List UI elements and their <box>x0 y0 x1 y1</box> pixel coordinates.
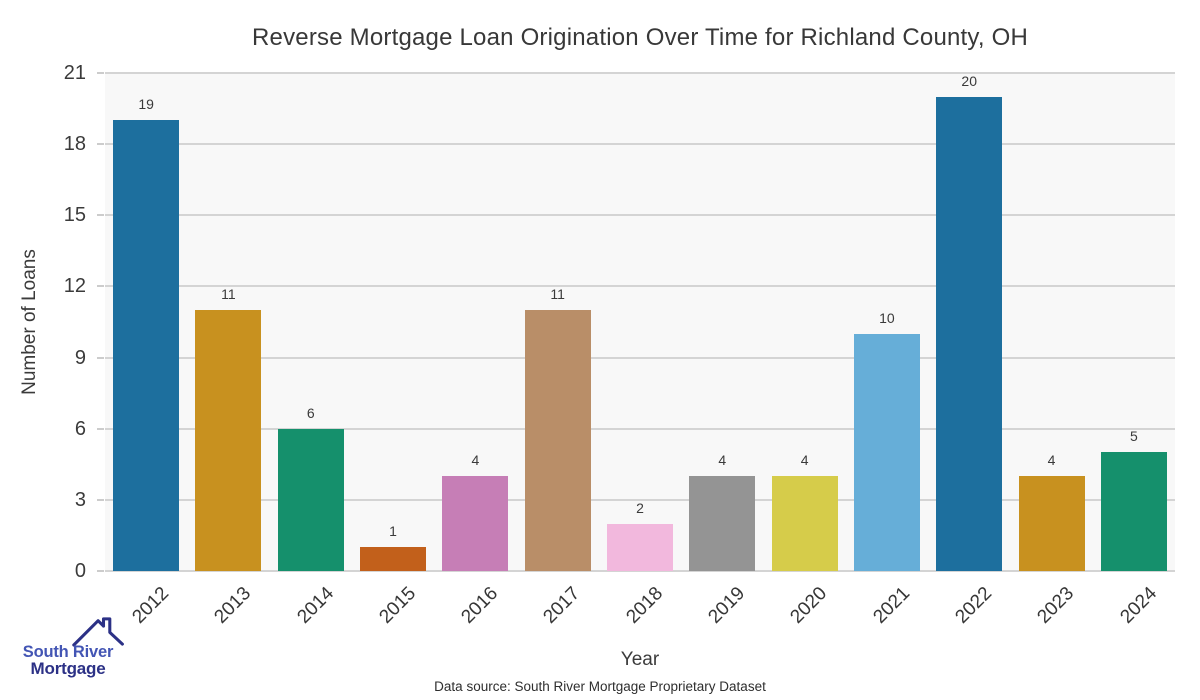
logo-text-mortgage: Mortgage <box>30 659 106 678</box>
bar-value-label-2014: 6 <box>306 404 315 421</box>
y-tick-label-15: 15 <box>63 204 86 227</box>
x-tick-label-2019: 2019 <box>704 583 750 628</box>
bar-value-label-2021: 10 <box>879 309 895 326</box>
y-tick-mark-18 <box>97 143 104 146</box>
bar-value-label-2017: 11 <box>550 286 565 303</box>
bar-2014 <box>277 428 344 571</box>
bar-2020 <box>771 476 838 571</box>
logo-text-south-river: South River <box>22 643 114 661</box>
gridline-y-21 <box>105 72 1175 74</box>
y-tick-label-3: 3 <box>74 488 86 511</box>
bar-value-label-2013: 11 <box>221 286 236 303</box>
bar-value-label-2022: 20 <box>961 72 977 89</box>
bar-2013 <box>195 310 262 571</box>
bar-2017 <box>524 310 591 571</box>
x-tick-label-2017: 2017 <box>539 583 585 628</box>
y-tick-label-9: 9 <box>74 346 86 369</box>
y-tick-mark-15 <box>97 214 104 217</box>
gridline-y-18 <box>105 143 1175 146</box>
bar-2023 <box>1018 476 1085 571</box>
y-tick-mark-6 <box>97 427 104 430</box>
bar-2016 <box>442 476 509 571</box>
house-roof-icon <box>72 617 124 647</box>
x-tick-label-2020: 2020 <box>786 583 832 628</box>
y-tick-label-12: 12 <box>63 275 86 298</box>
bar-value-label-2012: 19 <box>138 96 154 113</box>
x-tick-label-2024: 2024 <box>1115 583 1161 628</box>
gridline-y-3 <box>105 498 1175 501</box>
gridline-y-6 <box>105 427 1175 430</box>
bar-2018 <box>607 523 673 571</box>
bar-value-label-2024: 5 <box>1129 428 1138 445</box>
bar-2015 <box>360 547 427 571</box>
y-tick-label-0: 0 <box>74 560 86 582</box>
gridline-y-9 <box>105 356 1175 359</box>
x-tick-label-2015: 2015 <box>375 583 420 628</box>
y-axis-label: Number of Loans <box>19 249 40 395</box>
y-tick-label-18: 18 <box>63 133 86 156</box>
y-tick-mark-12 <box>97 285 104 288</box>
gridline-y-15 <box>105 214 1175 217</box>
gridline-y-0 <box>105 570 1175 572</box>
y-tick-label-21: 21 <box>63 62 86 84</box>
x-tick-label-2023: 2023 <box>1033 583 1079 628</box>
y-tick-mark-21 <box>97 72 104 74</box>
chart-title: Reverse Mortgage Loan Origination Over T… <box>252 24 1028 51</box>
bar-2021 <box>853 333 920 571</box>
y-tick-label-6: 6 <box>74 417 86 440</box>
gridline-y-12 <box>105 285 1175 288</box>
x-tick-label-2021: 2021 <box>869 583 914 628</box>
bar-2019 <box>689 476 756 571</box>
bar-2024 <box>1100 452 1167 571</box>
bar-value-label-2020: 4 <box>800 452 809 469</box>
y-tick-mark-3 <box>97 498 104 501</box>
y-tick-mark-0 <box>97 570 104 572</box>
x-tick-label-2022: 2022 <box>951 583 997 628</box>
data-source-caption: Data source: South River Mortgage Propri… <box>434 679 766 694</box>
x-tick-label-2016: 2016 <box>457 583 503 628</box>
x-tick-label-2013: 2013 <box>210 583 256 628</box>
bar-value-label-2018: 2 <box>636 499 644 516</box>
bar-2022 <box>936 96 1003 571</box>
x-tick-label-2012: 2012 <box>128 583 174 628</box>
bar-2012 <box>113 120 180 571</box>
y-tick-mark-9 <box>97 356 104 359</box>
bar-value-label-2023: 4 <box>1047 452 1056 469</box>
x-axis-label: Year <box>620 649 660 670</box>
bar-value-label-2016: 4 <box>471 452 480 469</box>
x-tick-label-2018: 2018 <box>622 583 667 628</box>
plot-area <box>105 72 1175 572</box>
bar-value-label-2015: 1 <box>389 523 397 540</box>
x-tick-label-2014: 2014 <box>292 583 338 628</box>
bar-value-label-2019: 4 <box>718 452 727 469</box>
